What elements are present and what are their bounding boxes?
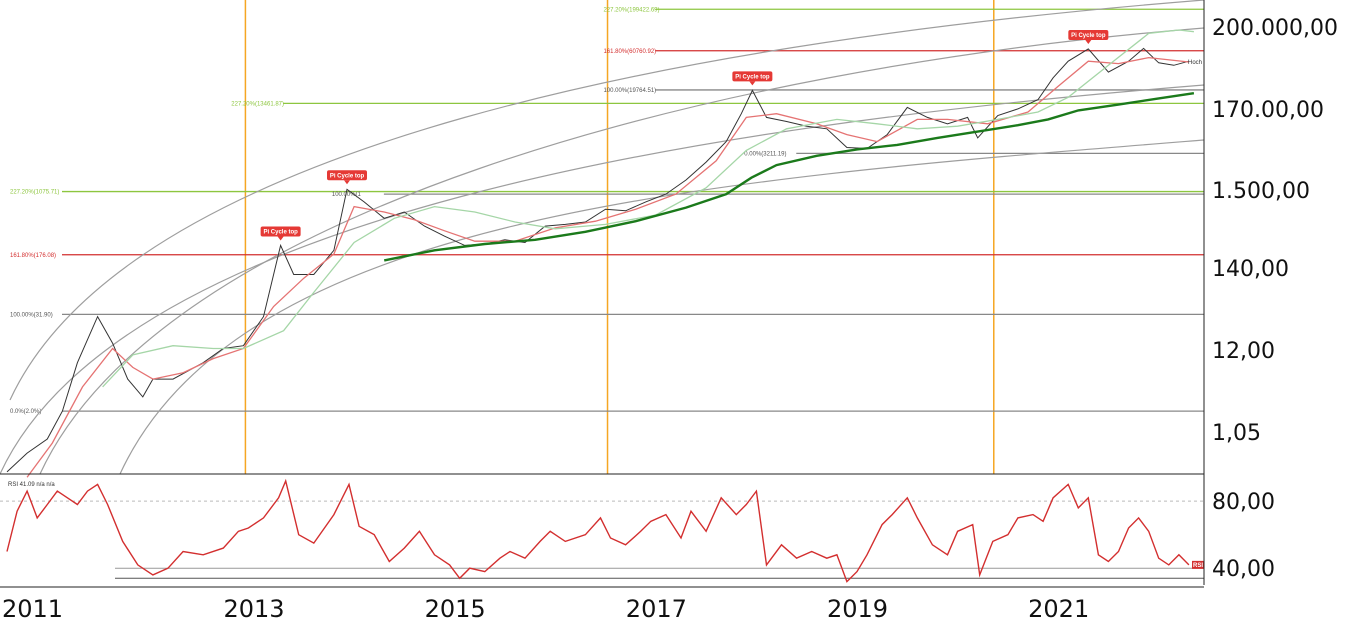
regression-band xyxy=(119,139,1205,475)
rsi-panel: RSI xyxy=(0,478,1204,583)
y-tick-label: 1,05 xyxy=(1212,421,1261,446)
fib-label: 100.00%(31.90) xyxy=(10,312,53,318)
hoch-label: Hoch xyxy=(1188,60,1202,66)
regression-band xyxy=(39,27,1205,475)
pi-cycle-label: Pi Cycle top xyxy=(1071,33,1106,39)
y-tick-label: 140,00 xyxy=(1212,257,1289,282)
x-tick-label: 2019 xyxy=(827,595,888,623)
rsi-value-badge-label: RSI xyxy=(1193,563,1203,569)
fib-label: 161.80%(60760.92) xyxy=(603,49,656,55)
regression-band xyxy=(9,0,1205,401)
fib-label: 227.20%(1075.71) xyxy=(10,190,59,196)
short-ma-line xyxy=(26,56,1189,478)
y-tick-label: 170.00,00 xyxy=(1212,98,1324,123)
medium-ma-line xyxy=(102,29,1194,388)
pi-cycle-label: Pi Cycle top xyxy=(735,74,770,80)
long-ma-line xyxy=(383,92,1195,262)
rsi-line xyxy=(6,478,1190,583)
x-tick-label: 2017 xyxy=(626,595,687,623)
fib-label: 227.20%(13461.87) xyxy=(231,101,284,107)
rsi-legend: RSI 41.09 n/a n/a xyxy=(8,482,55,488)
pi-cycle-badge xyxy=(732,71,773,82)
cycle-lines xyxy=(244,0,995,474)
pi-cycle-label: Pi Cycle top xyxy=(330,173,365,179)
rsi-tick-label: 40,00 xyxy=(1212,557,1275,582)
y-tick-label: 200.000,00 xyxy=(1212,16,1338,41)
pi-cycle-pointer xyxy=(1085,39,1092,44)
pi-cycle-pointer xyxy=(749,81,756,86)
y-tick-label: 1.500,00 xyxy=(1212,179,1310,204)
price-series xyxy=(6,29,1195,478)
pi-cycle-pointer xyxy=(344,180,351,185)
rsi-tick-label: 80,00 xyxy=(1212,490,1275,515)
pi-cycle-badge xyxy=(260,226,301,237)
rsi-value-badge xyxy=(1192,560,1204,569)
x-tick-label: 2015 xyxy=(425,595,486,623)
pi-cycle-tops: Pi Cycle top Pi Cycle top Pi Cycle top Pi C… xyxy=(260,29,1109,241)
x-tick-label: 2021 xyxy=(1028,595,1089,623)
pi-cycle-badge xyxy=(327,170,368,181)
fib-label: 100.00%(19764.51) xyxy=(603,88,656,94)
fib-levels: 227.20%(199422.69) 161.80%(60760.92) 100.0… xyxy=(10,7,1204,415)
x-tick-label: 2011 xyxy=(2,595,63,623)
x-tick-label: 2013 xyxy=(223,595,284,623)
y-tick-label: 12,00 xyxy=(1212,339,1275,364)
fib-label: 0.00%(3211.19) xyxy=(744,151,786,157)
pi-cycle-pointer xyxy=(277,236,284,241)
price-line xyxy=(6,47,1190,473)
regression-band xyxy=(0,84,1205,475)
log-regression-bands xyxy=(0,0,1205,475)
fib-label: 161.80%(176.08) xyxy=(10,253,56,259)
pi-cycle-badge xyxy=(1068,29,1109,40)
pi-cycle-label: Pi Cycle top xyxy=(263,229,298,235)
fib-label: 0.0%(2.0%) xyxy=(10,409,41,415)
fib-label: 227.20%(199422.69) xyxy=(603,7,659,13)
fib-label: 100.00%(1 xyxy=(332,192,362,198)
